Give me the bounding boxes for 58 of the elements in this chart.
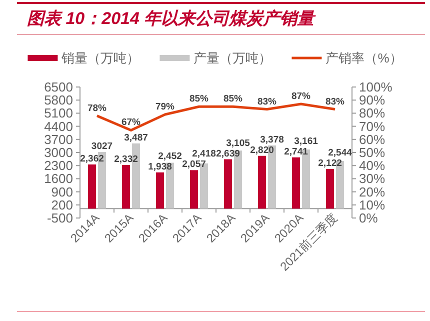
y-tick-label: 5100	[44, 106, 73, 121]
y-tick-label: 2300	[44, 158, 73, 174]
data-label: 2,820	[250, 144, 274, 156]
y2-tick-label: 70%	[359, 118, 386, 134]
bar	[88, 164, 96, 209]
data-label: 67%	[121, 117, 142, 128]
y2-tick-label: 90%	[359, 92, 386, 108]
data-label: 3,105	[226, 138, 251, 149]
bar	[156, 172, 164, 209]
data-label: 2,452	[158, 150, 182, 162]
data-label: 2,418	[192, 148, 216, 160]
data-label: 85%	[189, 94, 210, 105]
data-label: 3,487	[124, 132, 148, 144]
y-tick-label: 6500	[44, 80, 73, 94]
data-label: 3027	[91, 140, 113, 152]
data-label: 85%	[223, 94, 244, 105]
data-label: 2,639	[216, 148, 240, 160]
y-tick-label: 200	[51, 197, 73, 212]
data-label: 2,122	[318, 158, 342, 169]
bar	[258, 156, 266, 209]
data-label: 83%	[257, 96, 278, 108]
y2-tick-label: 40%	[359, 158, 386, 174]
y2-tick-label: 100%	[359, 80, 393, 94]
data-label: 3,378	[260, 134, 284, 146]
data-label: 87%	[291, 91, 312, 102]
y-tick-label: 4400	[44, 118, 73, 134]
legend-label: 产销率（%）	[326, 50, 402, 66]
data-label: 78%	[87, 102, 108, 114]
data-label: 1,938	[148, 161, 172, 172]
bar	[292, 157, 300, 209]
y-tick-label: 900	[51, 184, 73, 200]
data-label: 83%	[325, 96, 346, 108]
legend-label: 销量（万吨）	[60, 50, 140, 66]
y2-tick-label: 30%	[359, 171, 386, 186]
y-tick-label: 1600	[44, 171, 73, 186]
data-label: 2,741	[284, 146, 309, 158]
bar	[190, 170, 198, 209]
y-tick-label: -500	[46, 210, 73, 226]
y2-tick-label: 80%	[359, 106, 386, 121]
data-label: 3,161	[294, 136, 319, 147]
data-label: 2,332	[114, 154, 138, 165]
y2-tick-label: 60%	[359, 132, 386, 147]
y-tick-label: 3700	[44, 132, 73, 147]
data-label: 2,544	[328, 147, 353, 158]
legend-label: 产量（万吨）	[194, 50, 272, 66]
bar	[122, 165, 130, 209]
y2-tick-label: 0%	[359, 210, 378, 226]
data-label: 79%	[155, 102, 176, 113]
y-tick-label: 5800	[44, 92, 73, 108]
y2-tick-label: 10%	[359, 197, 386, 212]
data-label: 2,362	[80, 153, 104, 164]
y-tick-label: 3000	[44, 145, 73, 160]
chart-title: 图表 10：2014 年以来公司煤炭产销量	[27, 9, 316, 28]
bar	[224, 159, 232, 209]
bar	[326, 168, 334, 209]
data-label: 2,057	[182, 159, 206, 170]
y2-tick-label: 50%	[359, 145, 386, 160]
y2-tick-label: 20%	[359, 184, 386, 200]
